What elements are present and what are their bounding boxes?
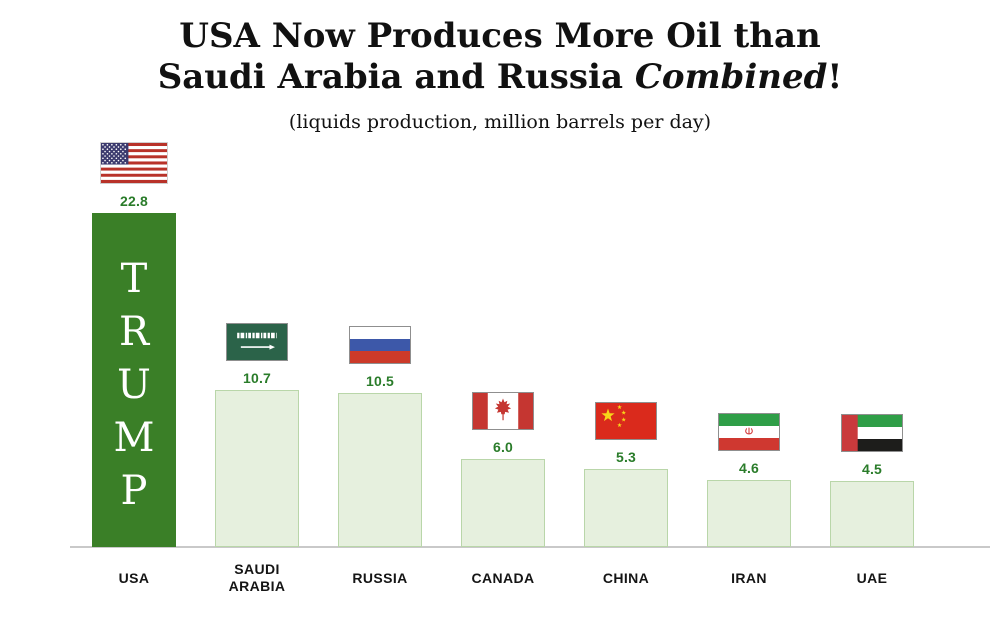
chart-title-line1: USA Now Produces More Oil than (179, 16, 821, 56)
chart-title-line2: Saudi Arabia and Russia Combined! (0, 57, 1000, 98)
russia-flag-icon (349, 326, 411, 364)
bar (707, 480, 791, 547)
bar-column: 6.0 (443, 392, 563, 547)
bar-column: 5.3 (566, 402, 686, 547)
bar-category-label: CHINA (602, 569, 650, 586)
bar-value-label: 10.7 (242, 370, 272, 386)
uae-flag-icon (841, 414, 903, 452)
bar-value-label: 4.5 (861, 461, 883, 477)
bar (584, 469, 668, 547)
bar (215, 390, 299, 547)
bar-value-label: 5.3 (615, 449, 637, 465)
x-axis-line (70, 546, 990, 548)
chart-title-line2-suffix: ! (827, 57, 843, 97)
iran-flag-icon (718, 413, 780, 451)
bar-column: 4.5 (812, 414, 932, 547)
bar-column: 10.7 (197, 323, 317, 547)
bar-column: 4.6 (689, 413, 809, 547)
chart-title: USA Now Produces More Oil than Saudi Ara… (0, 16, 1000, 98)
bar-category-label: CANADA (471, 569, 535, 586)
chart-title-line2-prefix: Saudi Arabia and Russia (157, 57, 635, 97)
bar-value-label: 4.6 (738, 460, 760, 476)
bar-category-label: SAUDI ARABIA (228, 561, 286, 594)
bar-category-label: IRAN (731, 569, 767, 586)
bar-column: 22.8 T R U M P (74, 142, 194, 547)
usa-flag-icon (100, 142, 168, 184)
saudi-arabia-flag-icon (226, 323, 288, 361)
bar-value-label: 10.5 (365, 373, 395, 389)
chart-subtitle: (liquids production, million barrels per… (288, 111, 712, 133)
china-flag-icon (595, 402, 657, 440)
bar-value-label: 22.8 (119, 193, 149, 209)
canada-flag-icon (472, 392, 534, 430)
bar-category-label: RUSSIA (352, 569, 408, 586)
bar (830, 481, 914, 547)
bar (461, 459, 545, 547)
bar (338, 393, 422, 547)
bar-column: 10.5 (320, 326, 440, 547)
bar-category-label: UAE (856, 569, 888, 586)
chart-title-line2-emphasis: Combined (634, 57, 828, 97)
bar-category-label: USA (118, 569, 150, 586)
bar-value-label: 6.0 (492, 439, 514, 455)
